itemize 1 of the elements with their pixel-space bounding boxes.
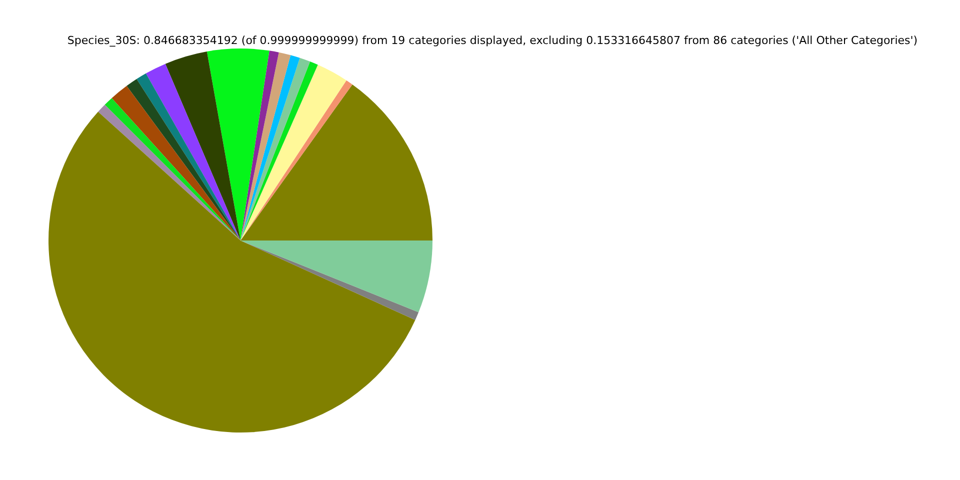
text: Species_30S: 0.846683354192 (of 0.999999999999) from 19 categories displayed, excluding 0.153316645807 from 86 categories ('All Other Categories') [67,34,918,47]
